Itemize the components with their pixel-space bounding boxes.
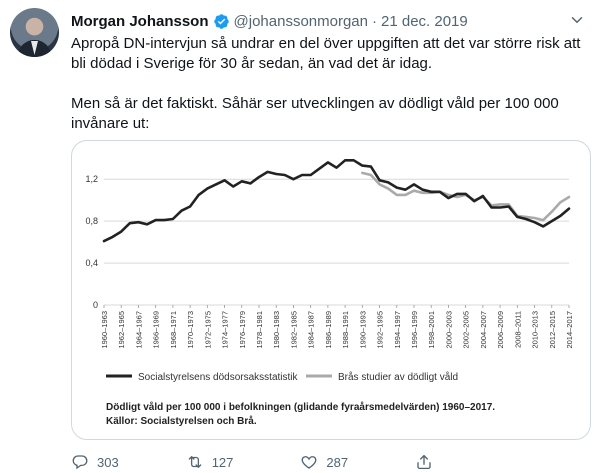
x-tick-label: 2014–2017 — [565, 311, 574, 349]
x-tick-label: 2008–2011 — [513, 311, 522, 348]
x-tick-label: 2002–2005 — [462, 311, 471, 349]
tweet-date[interactable]: 21 dec. 2019 — [381, 12, 468, 30]
retweet-icon — [188, 456, 202, 468]
x-tick-label: 1976–1979 — [238, 311, 247, 349]
reply-button[interactable]: 303 — [71, 453, 119, 471]
retweet-count: 127 — [211, 454, 234, 470]
tweet-text: Apropå DN-intervjun så undrar en del öve… — [71, 34, 591, 134]
reply-count: 303 — [97, 454, 119, 470]
tweet-text-paragraph-2: Men så är det faktiskt. Såhär ser utveck… — [71, 95, 559, 132]
chart-source: Källor: Socialstyrelsen och Brå. — [106, 415, 257, 427]
heart-icon — [302, 456, 317, 469]
x-tick-label: 1974–1977 — [221, 311, 230, 349]
verified-badge-icon — [213, 13, 229, 29]
x-tick-label: 2004–2007 — [479, 311, 488, 349]
y-tick-label: 0,4 — [85, 258, 98, 268]
legend-label-socialstyrelsen: Socialstyrelsens dödsorsaksstatistik — [138, 372, 299, 383]
share-icon — [417, 454, 431, 470]
x-tick-label: 1962–1965 — [117, 311, 126, 349]
x-tick-label: 1966–1969 — [152, 311, 161, 349]
tweet-text-paragraph-1: Apropå DN-intervjun så undrar en del öve… — [71, 35, 581, 72]
x-tick-label: 1964–1967 — [134, 311, 143, 349]
x-tick-label: 1984–1987 — [307, 311, 316, 349]
x-tick-label: 1996–1999 — [410, 311, 419, 349]
x-tick-label: 2010–2013 — [531, 311, 540, 349]
x-tick-label: 1972–1975 — [203, 311, 212, 349]
x-tick-label: 1980–1983 — [272, 311, 281, 349]
tweet-image-chart[interactable]: 0 0,4 0,8 1,2 1960–1963 1962–1965 1964–1967 19… — [71, 140, 591, 440]
x-tick-label: 1982–1985 — [289, 311, 298, 349]
x-tick-label: 1992–1995 — [376, 311, 385, 349]
series-line-socialstyrelsen — [102, 158, 571, 243]
chart: 0 0,4 0,8 1,2 1960–1963 1962–1965 1964–1967 19… — [85, 158, 574, 427]
avatar[interactable] — [10, 8, 59, 57]
x-tick-label: 1968–1971 — [169, 311, 178, 349]
reply-icon — [72, 455, 88, 470]
separator-dot: · — [372, 12, 377, 30]
tweet-actions: 303 127 287 — [71, 452, 501, 472]
chevron-down-icon[interactable] — [568, 11, 586, 29]
series-line-bra — [360, 171, 571, 222]
x-tick-label: 1970–1973 — [186, 311, 195, 349]
x-tick-label: 2000–2003 — [444, 311, 453, 349]
retweet-button[interactable]: 127 — [186, 453, 234, 471]
author-name[interactable]: Morgan Johansson — [71, 12, 209, 30]
x-tick-label: 1988–1991 — [341, 311, 350, 349]
x-tick-label: 1986–1989 — [324, 311, 333, 349]
x-tick-label: 1960–1963 — [100, 311, 109, 349]
chart-caption: Dödligt våld per 100 000 i befolkningen … — [106, 401, 495, 413]
legend-label-bra: Brås studier av dödligt våld — [338, 371, 458, 383]
like-button[interactable]: 287 — [300, 453, 348, 471]
y-tick-label: 1,2 — [85, 174, 98, 184]
x-tick-label: 1994–1997 — [393, 311, 402, 349]
tweet-header: Morgan Johansson @johanssonmorgan · 21 d… — [71, 11, 468, 31]
x-tick-label: 2012–2015 — [548, 311, 557, 349]
x-tick-label: 1978–1981 — [255, 311, 264, 349]
share-button[interactable] — [415, 453, 441, 471]
x-tick-label: 1998–2001 — [427, 311, 436, 349]
like-count: 287 — [326, 454, 349, 470]
author-handle[interactable]: @johanssonmorgan — [233, 12, 368, 30]
x-tick-label: 1990–1993 — [358, 311, 367, 349]
y-tick-label: 0 — [93, 300, 98, 310]
x-tick-label: 2006–2009 — [496, 311, 505, 349]
y-tick-label: 0,8 — [85, 216, 98, 226]
avatar-shirt — [31, 41, 38, 55]
